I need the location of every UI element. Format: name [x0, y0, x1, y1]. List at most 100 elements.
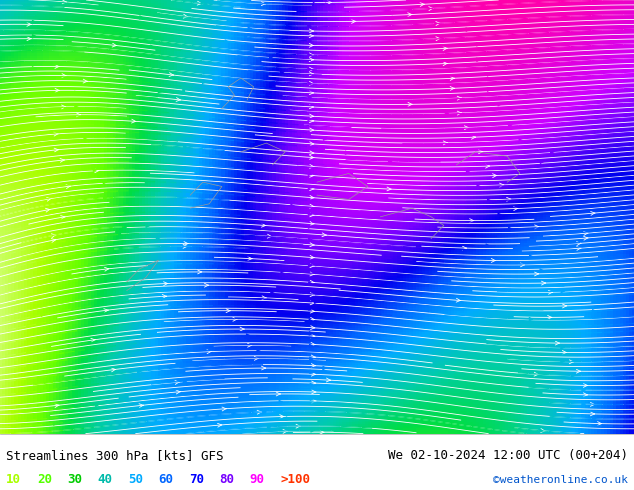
FancyArrowPatch shape [183, 380, 186, 383]
FancyArrowPatch shape [507, 197, 511, 201]
FancyArrowPatch shape [436, 22, 440, 25]
FancyArrowPatch shape [479, 150, 482, 154]
FancyArrowPatch shape [217, 423, 222, 427]
FancyArrowPatch shape [291, 204, 294, 207]
Text: 60: 60 [158, 473, 174, 487]
FancyArrowPatch shape [323, 367, 327, 369]
FancyArrowPatch shape [514, 207, 518, 211]
FancyArrowPatch shape [261, 366, 266, 370]
FancyArrowPatch shape [487, 73, 491, 76]
FancyArrowPatch shape [257, 410, 261, 414]
FancyArrowPatch shape [561, 290, 564, 293]
FancyArrowPatch shape [204, 2, 207, 5]
FancyArrowPatch shape [309, 105, 314, 109]
FancyArrowPatch shape [32, 35, 36, 38]
FancyArrowPatch shape [47, 197, 51, 201]
FancyArrowPatch shape [139, 16, 143, 19]
FancyArrowPatch shape [443, 141, 448, 145]
FancyArrowPatch shape [307, 53, 311, 57]
FancyArrowPatch shape [309, 187, 314, 191]
FancyArrowPatch shape [310, 272, 314, 276]
FancyArrowPatch shape [408, 13, 412, 17]
FancyArrowPatch shape [392, 16, 396, 20]
FancyArrowPatch shape [247, 334, 250, 337]
FancyArrowPatch shape [310, 204, 314, 208]
FancyArrowPatch shape [309, 282, 312, 285]
FancyArrowPatch shape [309, 173, 314, 177]
FancyArrowPatch shape [590, 412, 595, 416]
FancyArrowPatch shape [309, 58, 314, 62]
FancyArrowPatch shape [311, 343, 315, 346]
FancyArrowPatch shape [577, 242, 581, 245]
FancyArrowPatch shape [207, 350, 211, 354]
FancyArrowPatch shape [309, 114, 314, 118]
FancyArrowPatch shape [176, 390, 181, 394]
FancyArrowPatch shape [310, 213, 314, 217]
FancyArrowPatch shape [450, 87, 455, 90]
FancyArrowPatch shape [327, 0, 332, 4]
FancyArrowPatch shape [296, 424, 301, 428]
FancyArrowPatch shape [184, 242, 188, 245]
FancyArrowPatch shape [91, 338, 95, 342]
FancyArrowPatch shape [176, 98, 181, 101]
FancyArrowPatch shape [389, 159, 392, 163]
FancyArrowPatch shape [308, 250, 312, 254]
FancyArrowPatch shape [450, 76, 455, 80]
FancyArrowPatch shape [197, 1, 202, 5]
FancyArrowPatch shape [168, 150, 171, 154]
FancyArrowPatch shape [521, 263, 525, 267]
FancyArrowPatch shape [310, 243, 314, 246]
FancyArrowPatch shape [307, 68, 311, 71]
FancyArrowPatch shape [32, 63, 36, 66]
FancyArrowPatch shape [262, 296, 266, 300]
FancyArrowPatch shape [309, 72, 314, 76]
FancyArrowPatch shape [46, 208, 50, 212]
FancyArrowPatch shape [477, 58, 480, 61]
FancyArrowPatch shape [548, 316, 552, 319]
FancyArrowPatch shape [408, 102, 412, 106]
FancyArrowPatch shape [457, 111, 462, 115]
FancyArrowPatch shape [55, 89, 60, 92]
FancyArrowPatch shape [327, 378, 330, 382]
FancyArrowPatch shape [61, 105, 66, 109]
FancyArrowPatch shape [310, 309, 314, 313]
FancyArrowPatch shape [75, 106, 78, 109]
FancyArrowPatch shape [283, 429, 287, 433]
FancyArrowPatch shape [60, 158, 65, 162]
FancyArrowPatch shape [548, 291, 553, 294]
FancyArrowPatch shape [443, 62, 448, 66]
FancyArrowPatch shape [456, 298, 460, 302]
FancyArrowPatch shape [103, 196, 107, 199]
FancyArrowPatch shape [310, 397, 314, 400]
FancyArrowPatch shape [204, 283, 209, 287]
FancyArrowPatch shape [309, 34, 313, 38]
Text: We 02-10-2024 12:00 UTC (00+204): We 02-10-2024 12:00 UTC (00+204) [387, 449, 628, 463]
FancyArrowPatch shape [312, 399, 316, 403]
FancyArrowPatch shape [477, 185, 481, 188]
FancyArrowPatch shape [95, 403, 99, 407]
FancyArrowPatch shape [156, 238, 160, 241]
FancyArrowPatch shape [175, 381, 179, 384]
FancyArrowPatch shape [32, 21, 36, 24]
FancyArrowPatch shape [27, 23, 31, 26]
FancyArrowPatch shape [309, 44, 313, 47]
FancyArrowPatch shape [139, 404, 143, 408]
FancyArrowPatch shape [529, 255, 533, 258]
FancyArrowPatch shape [309, 81, 314, 85]
FancyArrowPatch shape [104, 309, 108, 313]
FancyArrowPatch shape [308, 131, 311, 134]
FancyArrowPatch shape [541, 429, 545, 433]
FancyArrowPatch shape [280, 256, 283, 260]
FancyArrowPatch shape [309, 165, 314, 168]
Text: 20: 20 [37, 473, 52, 487]
FancyArrowPatch shape [310, 301, 314, 305]
FancyArrowPatch shape [61, 216, 65, 220]
FancyArrowPatch shape [150, 45, 153, 49]
FancyArrowPatch shape [269, 190, 273, 193]
FancyArrowPatch shape [84, 123, 87, 126]
FancyArrowPatch shape [320, 430, 324, 434]
FancyArrowPatch shape [540, 160, 543, 163]
FancyArrowPatch shape [62, 74, 66, 77]
FancyArrowPatch shape [311, 326, 315, 330]
FancyArrowPatch shape [488, 199, 491, 202]
